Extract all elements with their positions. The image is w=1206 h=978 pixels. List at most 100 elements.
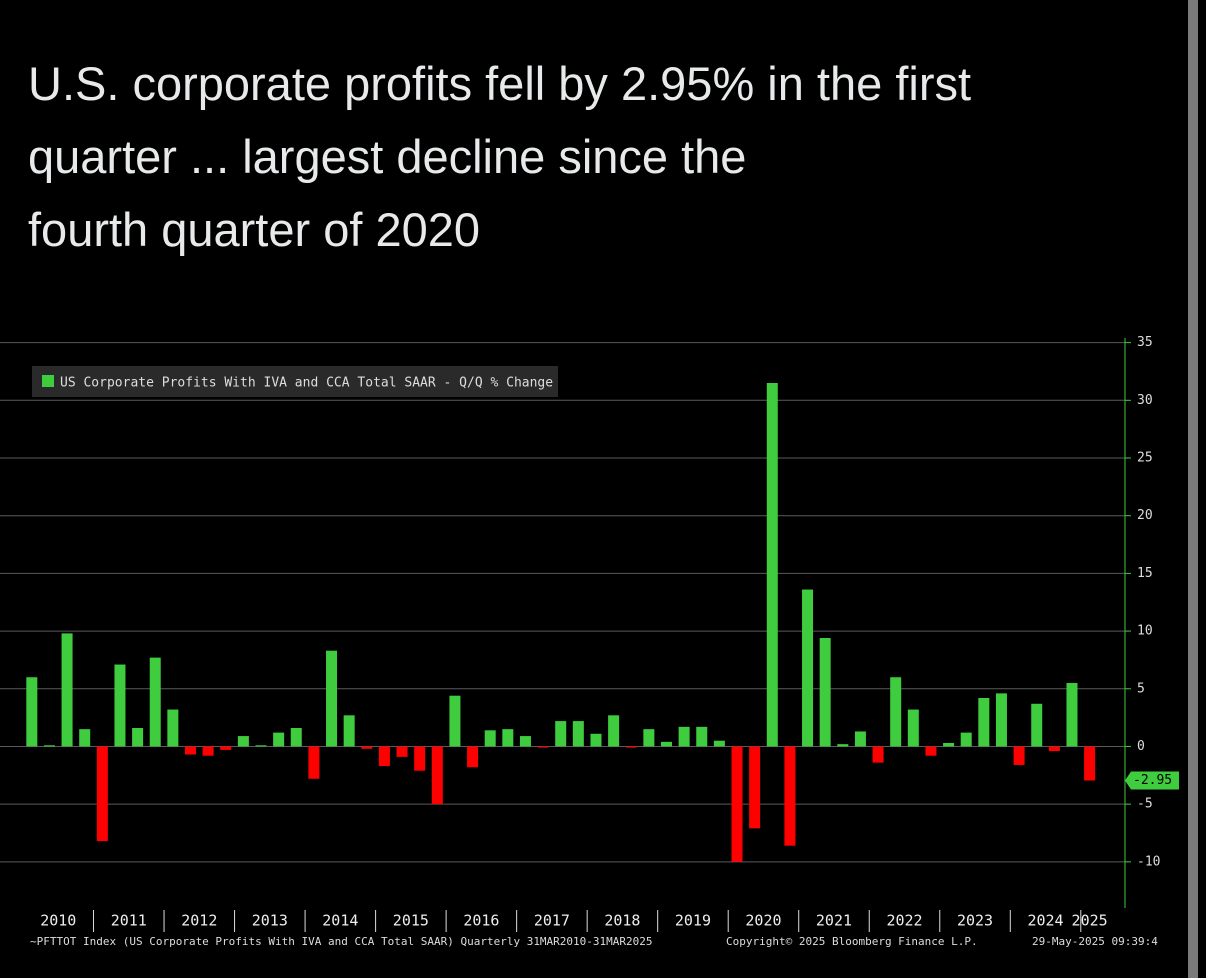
y-tick-label: -5 bbox=[1137, 797, 1153, 812]
bar bbox=[449, 695, 461, 747]
bar bbox=[167, 709, 179, 747]
bar bbox=[273, 732, 285, 747]
y-tick-label: -10 bbox=[1137, 854, 1160, 869]
bar bbox=[396, 746, 408, 757]
bar bbox=[925, 746, 937, 756]
y-tick-label: 10 bbox=[1137, 624, 1153, 639]
bar bbox=[502, 729, 514, 747]
y-tick-label: 25 bbox=[1137, 451, 1153, 466]
x-tick-label: 2024 bbox=[1027, 912, 1063, 930]
bar bbox=[537, 746, 549, 748]
bar bbox=[872, 746, 884, 763]
bar bbox=[802, 589, 814, 747]
bar bbox=[326, 650, 338, 747]
x-tick-label: 2018 bbox=[604, 912, 640, 930]
footer-center: Copyright© 2025 Bloomberg Finance L.P. bbox=[726, 935, 978, 948]
bar bbox=[590, 733, 602, 747]
y-tick-label: 20 bbox=[1137, 508, 1153, 523]
bar bbox=[484, 730, 496, 747]
bar bbox=[625, 746, 637, 748]
bar bbox=[890, 677, 902, 747]
y-tick-label: 30 bbox=[1137, 393, 1153, 408]
bar bbox=[978, 698, 990, 747]
scrollbar bbox=[1188, 0, 1198, 978]
y-tick-label: 0 bbox=[1137, 739, 1145, 754]
y-tick-label: 5 bbox=[1137, 681, 1145, 696]
bar bbox=[237, 736, 249, 747]
bar bbox=[184, 746, 196, 755]
bar bbox=[696, 726, 708, 747]
legend-swatch bbox=[42, 375, 54, 387]
bar bbox=[608, 715, 620, 747]
bar bbox=[678, 726, 690, 747]
bar bbox=[660, 741, 672, 747]
bar bbox=[907, 709, 919, 747]
bar bbox=[572, 721, 584, 747]
bar bbox=[960, 732, 972, 747]
x-tick-label: 2010 bbox=[40, 912, 76, 930]
bar bbox=[1013, 746, 1025, 765]
x-tick-label: 2022 bbox=[886, 912, 922, 930]
bar bbox=[378, 746, 390, 767]
last-value-label: -2.95 bbox=[1133, 773, 1172, 788]
bar bbox=[1031, 703, 1043, 747]
tweet-text: U.S. corporate profits fell by 2.95% in … bbox=[28, 57, 984, 256]
x-tick-label: 2015 bbox=[393, 912, 429, 930]
bar bbox=[290, 728, 302, 747]
bar bbox=[519, 736, 531, 747]
x-tick-label: 2019 bbox=[675, 912, 711, 930]
bar bbox=[79, 729, 91, 747]
x-tick-label: 2017 bbox=[534, 912, 570, 930]
bar bbox=[132, 728, 144, 747]
bar bbox=[943, 743, 955, 747]
bar bbox=[43, 745, 55, 747]
bar bbox=[854, 731, 866, 747]
footer-left: ~PFTTOT Index (US Corporate Profits With… bbox=[30, 935, 653, 948]
x-tick-label: 2014 bbox=[322, 912, 358, 930]
legend-label: US Corporate Profits With IVA and CCA To… bbox=[60, 376, 553, 391]
bar bbox=[26, 677, 38, 747]
bar bbox=[713, 740, 725, 747]
bar bbox=[220, 746, 232, 750]
x-tick-label: 2013 bbox=[252, 912, 288, 930]
bar bbox=[361, 746, 373, 749]
bar bbox=[96, 746, 108, 842]
bar bbox=[749, 746, 761, 829]
bar bbox=[1066, 683, 1078, 747]
bar bbox=[149, 657, 161, 747]
bar bbox=[731, 746, 743, 862]
y-tick-label: 35 bbox=[1137, 335, 1153, 350]
bar bbox=[467, 746, 479, 768]
x-tick-label: 2020 bbox=[745, 912, 781, 930]
x-tick-label: 2016 bbox=[463, 912, 499, 930]
bar bbox=[766, 383, 778, 747]
bar bbox=[61, 633, 73, 747]
bar bbox=[643, 729, 655, 747]
x-tick-label: 2023 bbox=[957, 912, 993, 930]
legend-box bbox=[32, 366, 558, 397]
bar bbox=[114, 664, 126, 747]
x-tick-label: 2025 bbox=[1072, 912, 1108, 930]
bar bbox=[343, 715, 355, 747]
bar bbox=[431, 746, 443, 805]
x-tick-label: 2012 bbox=[181, 912, 217, 930]
bar bbox=[995, 693, 1007, 747]
bar bbox=[819, 638, 831, 747]
bar bbox=[255, 745, 267, 747]
bar bbox=[1048, 746, 1060, 752]
x-axis-strip bbox=[26, 910, 1119, 932]
footer-right: 29-May-2025 09:39:4 bbox=[1032, 935, 1158, 948]
bar bbox=[308, 746, 320, 779]
bar bbox=[555, 721, 567, 747]
bar bbox=[202, 746, 214, 756]
x-tick-label: 2021 bbox=[816, 912, 852, 930]
last-value-tag bbox=[1125, 771, 1179, 790]
bar bbox=[1084, 746, 1096, 781]
bar bbox=[414, 746, 426, 771]
x-tick-label: 2011 bbox=[111, 912, 147, 930]
bar bbox=[784, 746, 796, 846]
bar bbox=[837, 744, 849, 747]
